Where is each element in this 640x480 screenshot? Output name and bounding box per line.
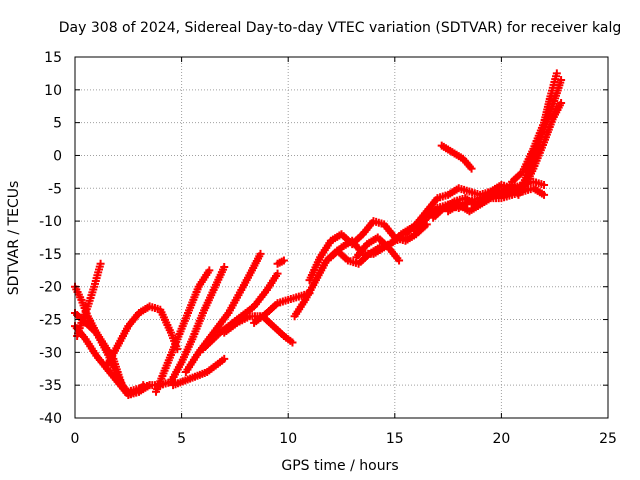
y-tick-label: 10 [44,83,62,99]
x-tick-label: 15 [386,431,404,447]
plus-markers [166,263,229,386]
x-tick-label: 10 [279,431,297,447]
plus-markers [514,75,566,199]
series-arc-10 [169,354,229,390]
y-tick-label: -10 [39,214,62,230]
series-arc-25 [514,75,566,199]
chart-title: Day 308 of 2024, Sidereal Day-to-day VTE… [59,20,621,36]
y-tick-label: 0 [53,148,62,164]
series-arc-26 [518,98,566,196]
y-axis-label: SDTVAR / TECUs [6,181,22,296]
series-arc-17 [352,233,404,265]
y-tick-label: 15 [44,50,62,66]
plus-markers [152,266,214,396]
y-tick-label: 5 [53,116,62,132]
x-tick-label: 0 [71,431,80,447]
plus-markers [437,141,476,173]
x-tick-label: 20 [492,431,510,447]
x-tick-label: 25 [599,431,617,447]
plus-markers [102,302,182,370]
plus-markers [169,354,229,390]
plus-markers [73,259,105,340]
y-tick-label: -25 [39,313,62,329]
series-arc-22 [437,141,476,173]
series-arc-27 [522,144,544,173]
y-tick-label: -40 [39,411,62,427]
series-arc-13 [273,256,288,268]
x-axis-label: GPS time / hours [281,458,398,474]
x-tick-label: 5 [177,431,186,447]
series-arc-6 [152,266,214,396]
plus-markers [273,256,288,268]
y-tick-label: -5 [48,181,62,197]
tick-layer: 0 5 10 15 20 25 -40 -35 -30 -25 -20 -15 -10 -5 0 5 10 15 [39,50,617,447]
plot-frame [74,56,609,419]
series-layer [71,69,566,400]
y-tick-label: -30 [39,345,62,361]
y-tick-label: -15 [39,247,62,263]
plus-markers [522,144,544,173]
plus-markers [518,98,566,196]
series-arc-4 [73,259,105,340]
plus-markers [352,233,404,265]
series-arc-5 [102,302,182,370]
series-arc-7 [166,263,229,386]
y-tick-label: -20 [39,280,62,296]
y-tick-label: -35 [39,378,62,394]
